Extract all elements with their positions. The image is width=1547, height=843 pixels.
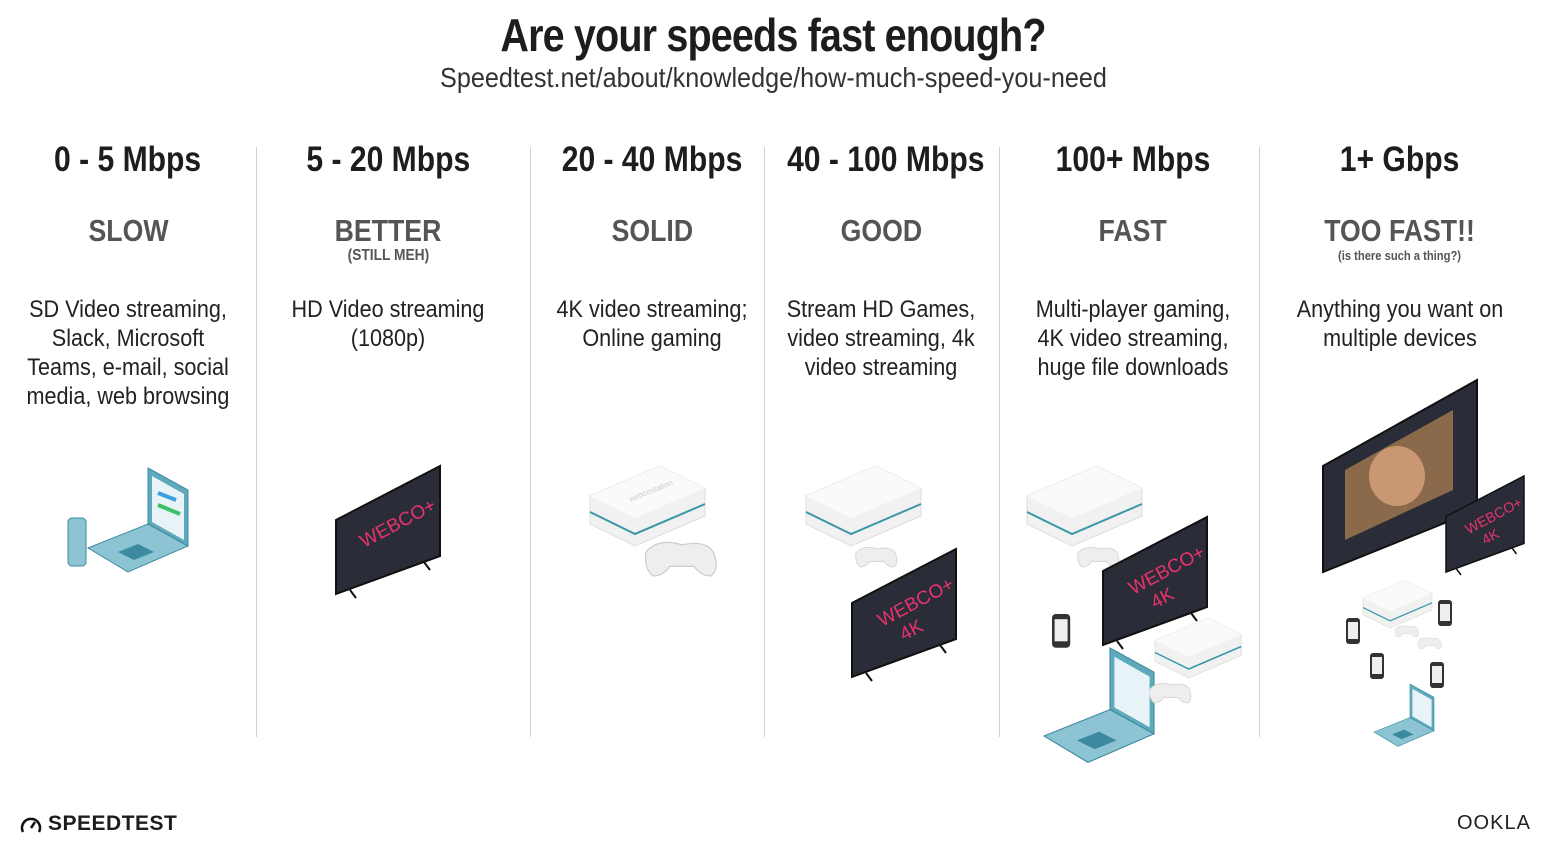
ookla-logo: OOKLA — [1457, 812, 1531, 834]
tier-description: SD Video streaming, Slack, Microsoft Tea… — [26, 296, 230, 410]
tier-speed: 1+ Gbps — [1340, 140, 1460, 179]
game-controller-icon — [1077, 547, 1120, 568]
tier-rating: TOO FAST!! — [1324, 213, 1476, 248]
tier-rating: SLOW — [88, 213, 168, 248]
game-console-icon — [1154, 617, 1242, 679]
tier-speed: 100+ Mbps — [1055, 140, 1211, 179]
tier-description: Anything you want on multiple devices — [1296, 296, 1504, 352]
laptop-icon — [1373, 683, 1435, 747]
phone-icon — [1346, 618, 1360, 644]
phone-icon — [67, 517, 87, 567]
phone-icon — [1052, 614, 1071, 648]
phone-icon — [1370, 653, 1384, 679]
tier-column-fast: 100+ Mbps FAST Multi-player gaming, 4K v… — [1013, 140, 1253, 381]
divider — [256, 147, 257, 737]
tier-column-better: 5 - 20 Mbps BETTER (STILL MEH) HD Video … — [278, 140, 498, 352]
tier-rating: GOOD — [840, 213, 922, 248]
tier-description: HD Video streaming (1080p) — [291, 296, 485, 352]
tier-note: (is there such a thing?) — [1338, 248, 1462, 263]
large-tv-icon — [1322, 378, 1478, 574]
tier-speed: 20 - 40 Mbps — [561, 140, 743, 179]
game-console-icon — [1026, 465, 1143, 547]
tv-4k-icon: WEBCO+ 4K — [1102, 516, 1209, 650]
tier-description: 4K video streaming; Online gaming — [556, 296, 748, 352]
game-controller-icon — [1394, 625, 1419, 638]
tier-speed: 0 - 5 Mbps — [54, 140, 202, 179]
laptop-icon — [1043, 647, 1155, 763]
tier-description: Multi-player gaming, 4K video streaming,… — [1035, 296, 1231, 381]
tier-description: Stream HD Games, video streaming, 4k vid… — [786, 296, 976, 381]
divider — [764, 147, 765, 737]
tier-column-slow: 0 - 5 Mbps SLOW SD Video streaming, Slac… — [8, 140, 248, 410]
tv-icon: WEBCO+ — [335, 465, 441, 599]
phone-icon — [1438, 600, 1452, 626]
page-subtitle: Speedtest.net/about/knowledge/how-much-s… — [440, 62, 1107, 93]
divider — [999, 147, 1000, 737]
game-console-icon — [1362, 579, 1433, 629]
game-controller-icon — [644, 541, 717, 577]
tv-4k-icon: WEBCO+ 4K — [1445, 475, 1525, 576]
svg-text:4K: 4K — [1479, 526, 1502, 549]
tier-rating: SOLID — [611, 213, 693, 248]
game-controller-icon — [855, 547, 898, 568]
divider — [530, 147, 531, 737]
tier-note: (STILL MEH) — [347, 247, 429, 264]
game-console-icon: webcostation — [589, 465, 706, 547]
tier-speed: 5 - 20 Mbps — [306, 140, 470, 179]
tier-column-solid: 20 - 40 Mbps SOLID 4K video streaming; O… — [540, 140, 764, 352]
page-title: Are your speeds fast enough? — [500, 9, 1047, 61]
game-console-icon — [805, 465, 922, 547]
tier-rating: BETTER — [334, 213, 442, 248]
tier-speed: 40 - 100 Mbps — [787, 140, 985, 179]
phone-icon — [1430, 662, 1444, 688]
speedometer-icon — [20, 817, 42, 833]
tier-column-too-fast: 1+ Gbps TOO FAST!! (is there such a thin… — [1285, 140, 1515, 352]
tier-rating: FAST — [1098, 213, 1168, 248]
divider — [1259, 147, 1260, 737]
tier-column-good: 40 - 100 Mbps GOOD Stream HD Games, vide… — [771, 140, 991, 381]
game-controller-icon — [1149, 683, 1192, 704]
speedtest-logo: SPEEDTEST — [20, 812, 177, 836]
laptop-icon — [87, 467, 189, 573]
tv-4k-icon: WEBCO+ 4K — [851, 548, 958, 682]
game-controller-icon — [1417, 637, 1442, 650]
